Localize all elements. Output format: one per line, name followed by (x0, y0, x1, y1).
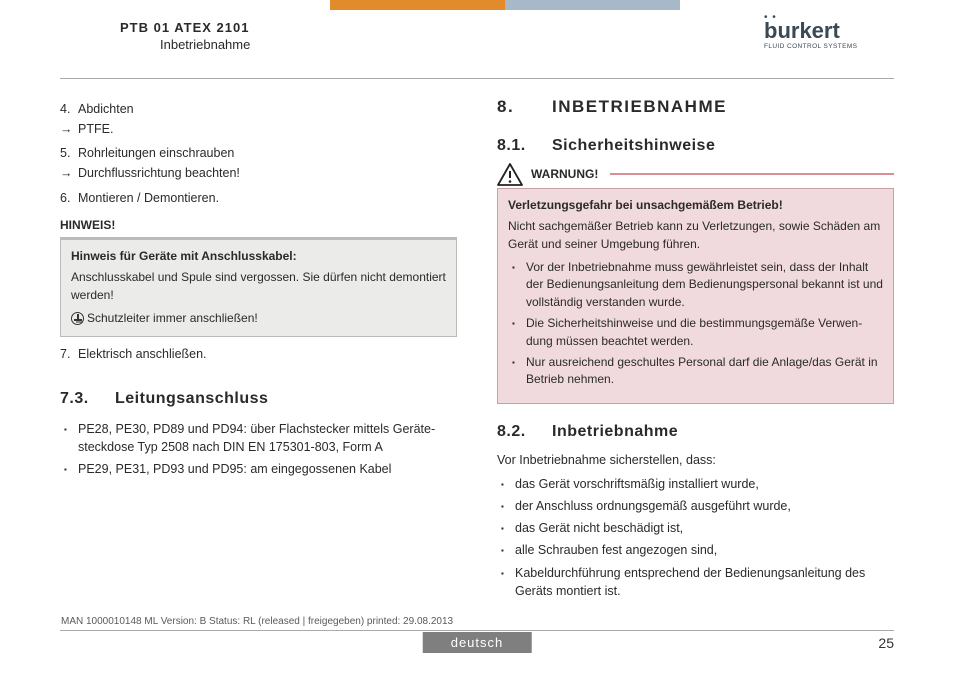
heading-8-2: 8.2.Inbetriebnahme (497, 420, 894, 443)
top-accent-bar (0, 0, 954, 10)
list-item: PE28, PE30, PD89 und PD94: über Flachste… (60, 420, 457, 456)
hinweis-earth-line: Schutzleiter immer anschließen! (71, 310, 446, 327)
warning-bold: Verletzungsgefahr bei unsachgemäßem Betr… (508, 197, 883, 214)
warning-text: Nicht sachgemäßer Betrieb kann zu Verlet… (508, 218, 883, 253)
heading-7-3: 7.3.Leitungsanschluss (60, 387, 457, 410)
step-4: 4.Abdichten (60, 100, 457, 118)
page-header: PTB 01 ATEX 2101 Inbetriebnahme • • burk… (0, 20, 954, 75)
warning-box: Verletzungsgefahr bei unsachgemäßem Betr… (497, 188, 894, 404)
accent-orange (330, 0, 505, 10)
page-number: 25 (878, 635, 894, 651)
warning-header: WARNUNG! (497, 163, 894, 186)
list-item: alle Schrauben fest angezogen sind, (497, 541, 894, 559)
logo-tagline: FLUID CONTROL SYSTEMS (764, 43, 894, 50)
list-item: Die Sicherheitshinweise und die bestimmu… (508, 315, 883, 350)
right-column: 8.INBETRIEBNAHME 8.1.Sicherheitshinweise… (497, 95, 894, 613)
step-5-arrow: Durchflussrichtung beachten! (60, 164, 457, 182)
list-item: Nur ausreichend geschultes Personal darf… (508, 354, 883, 389)
list-item: Kabeldurchführung entsprechend der Bedie… (497, 564, 894, 600)
step-6: 6.Montieren / Demontieren. (60, 189, 457, 207)
doc-code: PTB 01 ATEX 2101 (120, 20, 250, 35)
doc-subtitle: Inbetriebnahme (120, 37, 250, 52)
header-rule (60, 78, 894, 79)
list-item: das Gerät vorschriftsmäßig installiert w… (497, 475, 894, 493)
header-left: PTB 01 ATEX 2101 Inbetriebnahme (120, 20, 250, 52)
logo-word: burkert (764, 20, 894, 42)
left-column: 4.Abdichten PTFE. 5.Rohrleitungen einsch… (60, 95, 457, 613)
warning-icon (497, 163, 523, 186)
list-item: das Gerät nicht beschädigt ist, (497, 519, 894, 537)
list-item: der Anschluss ordnungsgemäß ausgeführt w… (497, 497, 894, 515)
footer-rule (60, 630, 894, 631)
heading-8-1: 8.1.Sicherheitshinweise (497, 134, 894, 157)
hinweis-bold: Hinweis für Geräte mit Anschlusskabel: (71, 248, 446, 265)
step-7: 7.Elektrisch anschließen. (60, 345, 457, 363)
language-badge: deutsch (423, 632, 532, 653)
list-item: PE29, PE31, PD93 und PD95: am eingegosse… (60, 460, 457, 478)
warning-rule (610, 173, 894, 175)
earth-icon (71, 312, 84, 325)
footer-metadata: MAN 1000010148 ML Version: B Status: RL … (61, 616, 453, 627)
step-4-arrow: PTFE. (60, 120, 457, 138)
heading-8: 8.INBETRIEBNAHME (497, 95, 894, 120)
intro-text: Vor Inbetriebnahme sicherstellen, dass: (497, 451, 894, 469)
warning-label: WARNUNG! (531, 166, 598, 183)
list-item: Vor der Inbetriebnahme muss gewährleiste… (508, 259, 883, 311)
hinweis-box: Hinweis für Geräte mit Anschlusskabel: A… (60, 239, 457, 337)
content-columns: 4.Abdichten PTFE. 5.Rohrleitungen einsch… (60, 95, 894, 613)
step-5: 5.Rohrleitungen einschrauben (60, 144, 457, 162)
hinweis-label: HINWEIS! (60, 217, 457, 234)
hinweis-text: Anschlusskabel und Spule sind vergossen.… (71, 269, 446, 304)
accent-blue (505, 0, 680, 10)
logo: • • burkert FLUID CONTROL SYSTEMS (764, 15, 894, 50)
